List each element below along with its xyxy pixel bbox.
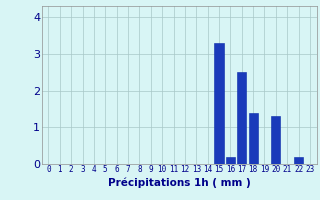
Bar xyxy=(214,43,224,164)
Bar xyxy=(249,113,258,164)
Bar xyxy=(226,157,235,164)
Bar xyxy=(294,157,303,164)
X-axis label: Précipitations 1h ( mm ): Précipitations 1h ( mm ) xyxy=(108,177,251,188)
Bar xyxy=(271,116,280,164)
Bar xyxy=(237,72,246,164)
